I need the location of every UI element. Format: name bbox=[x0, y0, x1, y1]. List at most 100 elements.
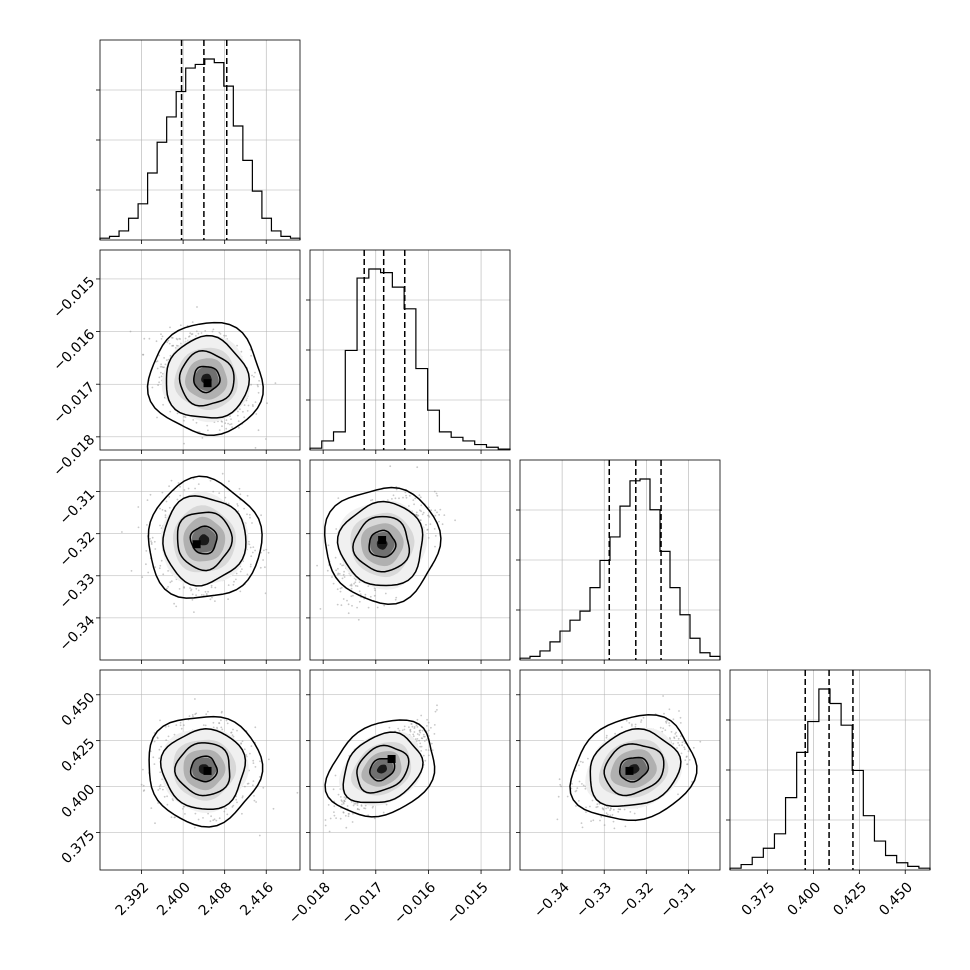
scatter-point bbox=[189, 587, 192, 589]
scatter-point bbox=[157, 384, 160, 386]
scatter-point bbox=[237, 510, 240, 512]
scatter-point bbox=[202, 724, 205, 726]
scatter-point bbox=[333, 814, 336, 817]
scatter-point bbox=[454, 519, 456, 522]
scatter-point bbox=[335, 528, 338, 530]
scatter-point bbox=[195, 330, 198, 333]
contour-line bbox=[368, 529, 397, 558]
scatter-point bbox=[342, 573, 345, 576]
scatter-point bbox=[236, 414, 239, 417]
scatter-point bbox=[342, 801, 345, 804]
scatter-point bbox=[335, 817, 337, 819]
scatter-point bbox=[423, 740, 426, 742]
scatter-point bbox=[628, 722, 631, 724]
scatter-point bbox=[354, 578, 357, 581]
contour-line bbox=[159, 728, 247, 811]
scatter-point bbox=[251, 551, 254, 554]
scatter-point bbox=[159, 719, 161, 722]
scatter-point bbox=[194, 812, 197, 815]
scatter-point bbox=[149, 493, 152, 496]
scatter-point bbox=[430, 742, 433, 745]
scatter-point bbox=[191, 599, 194, 601]
scatter-point bbox=[383, 604, 386, 607]
scatter-point bbox=[254, 371, 256, 374]
scatter-point bbox=[677, 737, 680, 740]
scatter-point bbox=[226, 813, 229, 816]
scatter-point bbox=[160, 375, 163, 378]
scatter-point bbox=[238, 487, 241, 490]
scatter-point bbox=[232, 583, 235, 586]
scatter-point bbox=[264, 592, 267, 595]
contour-line bbox=[352, 515, 411, 573]
scatter-point bbox=[418, 730, 421, 732]
scatter-point bbox=[412, 733, 415, 736]
scatter-point bbox=[688, 759, 691, 761]
scatter-point bbox=[431, 749, 434, 751]
scatter-point bbox=[418, 494, 421, 497]
scatter-point bbox=[356, 804, 359, 806]
scatter-point bbox=[577, 800, 580, 802]
scatter-point bbox=[316, 564, 318, 567]
scatter-point bbox=[373, 817, 376, 820]
scatter-point bbox=[373, 594, 376, 597]
scatter-point bbox=[358, 590, 361, 593]
scatter-point bbox=[165, 359, 168, 362]
scatter-point bbox=[166, 795, 169, 798]
scatter-point bbox=[156, 416, 158, 419]
scatter-point bbox=[184, 416, 187, 418]
scatter-point bbox=[354, 584, 357, 587]
scatter-point bbox=[430, 726, 432, 729]
scatter-point bbox=[194, 487, 197, 490]
scatter-point bbox=[250, 354, 253, 357]
scatter-point bbox=[193, 826, 196, 829]
scatter-point bbox=[349, 584, 352, 587]
density-fill bbox=[198, 534, 210, 546]
scatter-point bbox=[434, 509, 437, 512]
scatter-point bbox=[254, 401, 257, 403]
scatter-point bbox=[404, 491, 407, 494]
scatter-point bbox=[223, 810, 226, 813]
panel-content bbox=[100, 670, 300, 870]
scatter-point bbox=[200, 332, 203, 334]
scatter-point bbox=[248, 540, 250, 543]
scatter-point bbox=[436, 511, 438, 514]
scatter-point bbox=[364, 807, 367, 810]
scatter-point bbox=[188, 715, 191, 717]
scatter-point bbox=[214, 600, 216, 602]
scatter-point bbox=[248, 513, 251, 516]
scatter-point bbox=[156, 736, 159, 739]
scatter-point bbox=[192, 478, 195, 480]
scatter-point bbox=[200, 594, 203, 596]
scatter-point bbox=[202, 817, 204, 819]
scatter-point bbox=[218, 492, 221, 494]
scatter-point bbox=[337, 573, 339, 576]
scatter-point bbox=[631, 723, 633, 726]
scatter-point bbox=[428, 516, 431, 518]
scatter-point bbox=[427, 537, 430, 539]
scatter-point bbox=[197, 818, 200, 821]
scatter-point bbox=[405, 496, 408, 499]
scatter-point bbox=[411, 725, 414, 728]
scatter-point bbox=[382, 811, 385, 814]
scatter-point bbox=[422, 511, 425, 514]
scatter-point bbox=[345, 826, 348, 829]
scatter-point bbox=[342, 598, 345, 600]
scatter-point bbox=[252, 762, 255, 764]
scatter-point bbox=[670, 731, 673, 733]
scatter-point bbox=[256, 384, 259, 386]
scatter-point bbox=[421, 729, 424, 732]
scatter-point bbox=[267, 551, 270, 554]
scatter-point bbox=[434, 535, 437, 537]
scatter-point bbox=[249, 516, 251, 519]
scatter-point bbox=[151, 386, 154, 389]
scatter-point bbox=[427, 528, 429, 531]
scatter-point bbox=[427, 514, 429, 517]
panel-content bbox=[310, 460, 510, 660]
scatter-point bbox=[259, 760, 261, 763]
contour-line bbox=[356, 744, 410, 794]
scatter-point bbox=[405, 494, 407, 497]
scatter-point bbox=[202, 594, 205, 596]
scatter-point bbox=[168, 496, 171, 498]
scatter-point bbox=[416, 738, 419, 740]
